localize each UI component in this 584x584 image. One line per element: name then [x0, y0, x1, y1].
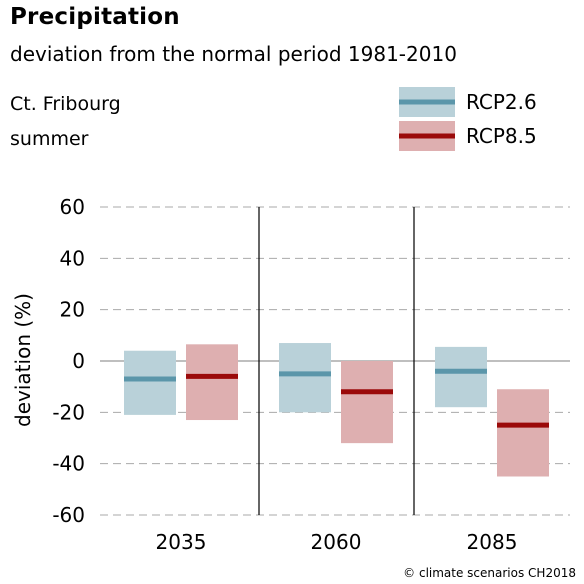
copyright-credit: © climate scenarios CH2018	[403, 566, 576, 580]
range-boxes	[124, 343, 549, 477]
x-tick-label: 2085	[467, 530, 518, 554]
range-box-rcp85	[341, 361, 393, 444]
x-tick-label: 2035	[156, 530, 207, 554]
x-tick-label: 2060	[311, 530, 362, 554]
chart-subtitle: deviation from the normal period 1981-20…	[10, 42, 457, 66]
y-axis-label: deviation (%)	[11, 293, 35, 427]
region-label: Ct. Fribourg	[10, 93, 121, 115]
legend: RCP2.6 RCP8.5	[399, 87, 537, 151]
range-box-rcp26	[279, 343, 331, 413]
y-tick-label: 60	[60, 195, 85, 219]
y-tick-label: 20	[60, 298, 85, 322]
grid-layer	[100, 206, 570, 516]
period-separators	[258, 207, 415, 515]
y-axis: 60 40 20 0 -20 -40 -60	[52, 195, 85, 527]
range-box-rcp85	[186, 344, 238, 421]
legend-label: RCP2.6	[466, 90, 537, 114]
y-tick-label: -20	[52, 400, 85, 424]
y-tick-label: 40	[60, 246, 85, 270]
y-tick-label: -60	[52, 503, 85, 527]
y-tick-label: -40	[52, 452, 85, 476]
x-axis-labels: 2035 2060 2085	[156, 530, 518, 554]
y-tick-label: 0	[72, 349, 85, 373]
season-label: summer	[10, 128, 89, 150]
range-box-rcp85	[497, 389, 549, 477]
range-box-rcp26	[124, 350, 176, 415]
range-box-rcp26	[435, 346, 487, 408]
chart-title: Precipitation	[10, 4, 180, 30]
legend-label: RCP8.5	[466, 124, 537, 148]
